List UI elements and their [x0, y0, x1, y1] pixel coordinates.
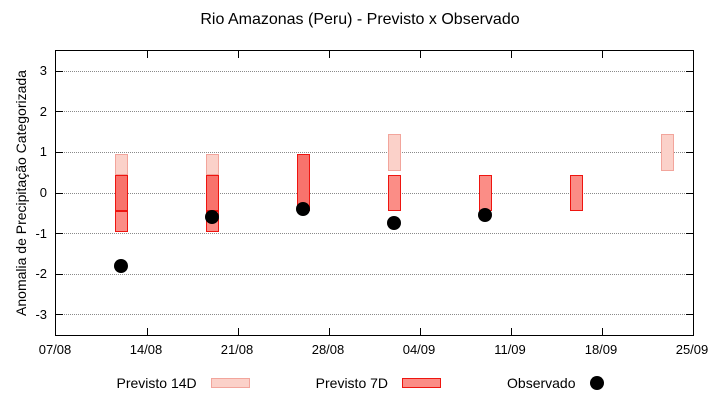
- x-tick-mark: [510, 51, 512, 58]
- legend-item: Previsto 14D: [117, 375, 250, 391]
- x-tick-label: 14/08: [129, 342, 163, 357]
- observed-dot: [114, 259, 128, 274]
- x-tick-label: 11/09: [494, 342, 526, 357]
- gridline: [56, 151, 693, 153]
- legend-item: Previsto 7D: [315, 375, 442, 391]
- y-tick-mark: [686, 233, 693, 235]
- x-tick-label: 04/09: [402, 342, 436, 357]
- y-tick-mark: [56, 273, 63, 275]
- y-tick-label: 2: [39, 103, 47, 119]
- y-tick-label: -1: [35, 225, 47, 241]
- x-tick-mark: [419, 51, 421, 58]
- x-tick-mark: [510, 328, 512, 335]
- gridline: [56, 111, 693, 113]
- y-tick-mark: [686, 70, 693, 72]
- y-tick-mark: [56, 233, 63, 235]
- chart-title: Rio Amazonas (Peru) - Previsto x Observa…: [200, 11, 520, 28]
- observed-dot: [296, 202, 310, 217]
- gridline: [56, 273, 693, 275]
- forecast-bar-segment-overlap: [114, 174, 128, 212]
- observed-dot: [387, 216, 401, 231]
- y-tick-mark: [56, 70, 63, 72]
- y-tick-label: -3: [35, 306, 47, 322]
- forecast-bar-segment-7d: [114, 211, 128, 232]
- x-tick-label: 25/09: [675, 342, 709, 357]
- forecast-bar-segment-14d: [660, 134, 674, 171]
- x-tick-mark: [601, 51, 603, 58]
- forecast-bar-segment-14d: [114, 154, 128, 175]
- y-tick-mark: [686, 314, 693, 316]
- x-tick-mark: [146, 328, 148, 335]
- gridline: [56, 192, 693, 194]
- forecast-bar-segment-7d: [478, 174, 492, 212]
- x-tick-label: 18/09: [584, 342, 618, 357]
- legend-7d-swatch-icon: [402, 378, 442, 388]
- legend-item: Observado: [507, 375, 604, 391]
- x-tick-mark: [328, 51, 330, 58]
- x-tick-mark: [146, 51, 148, 58]
- forecast-bar-segment-7d: [569, 174, 583, 212]
- y-tick-mark: [686, 273, 693, 275]
- observed-dot: [205, 210, 219, 225]
- gridline: [56, 314, 693, 316]
- forecast-bar-segment-overlap: [205, 174, 219, 212]
- y-tick-mark: [56, 314, 63, 316]
- observed-dot: [478, 208, 492, 223]
- y-tick-mark: [56, 111, 63, 113]
- y-tick-label: 3: [39, 63, 47, 79]
- x-tick-mark: [237, 51, 239, 58]
- x-tick-label: 21/08: [220, 342, 254, 357]
- x-tick-mark: [237, 328, 239, 335]
- plot-area: [55, 50, 694, 336]
- legend-label: Previsto 7D: [315, 375, 389, 391]
- y-tick-mark: [686, 111, 693, 113]
- y-tick-label: 1: [39, 144, 47, 160]
- forecast-bar-segment-7d: [387, 174, 401, 212]
- y-tick-mark: [56, 151, 63, 153]
- x-tick-mark: [601, 328, 603, 335]
- gridline: [56, 70, 693, 72]
- forecast-bar-segment-14d: [205, 154, 219, 175]
- x-tick-mark: [328, 328, 330, 335]
- x-tick-label: 28/08: [311, 342, 345, 357]
- gridline: [56, 233, 693, 235]
- y-tick-label: -2: [35, 266, 47, 282]
- legend-label: Observado: [507, 375, 576, 391]
- x-tick-mark: [419, 328, 421, 335]
- legend-14d-swatch-icon: [210, 378, 250, 388]
- forecast-bar-segment-14d: [387, 134, 401, 171]
- y-tick-mark: [686, 192, 693, 194]
- legend-label: Previsto 14D: [116, 375, 197, 391]
- y-tick-label: 0: [39, 185, 47, 200]
- legend-observed-dot-icon: [589, 376, 604, 390]
- x-tick-label: 07/08: [38, 342, 72, 357]
- y-tick-mark: [686, 151, 693, 153]
- y-tick-mark: [56, 192, 63, 194]
- legend: Previsto 14D Previsto 7D Observado: [0, 372, 720, 394]
